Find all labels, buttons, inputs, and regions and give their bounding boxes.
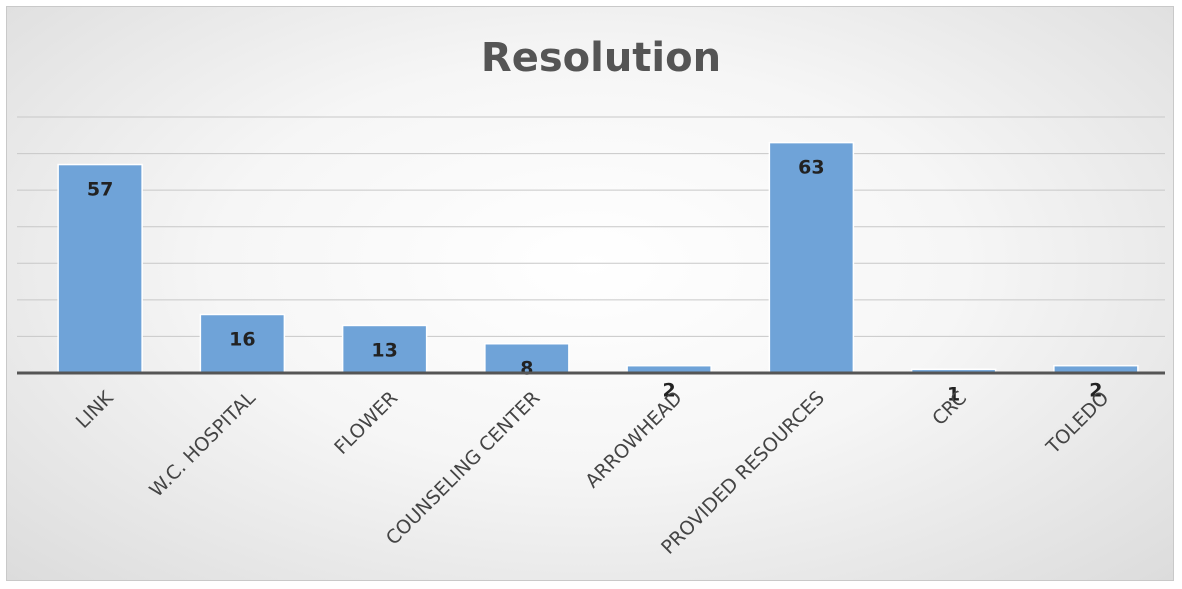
bar-chart: Resolution 57 16 13 8 2 63 1 2 LINK W.C. HOSPITA… <box>17 35 1165 559</box>
category-label: FLOWER <box>330 387 402 459</box>
chart-title: Resolution <box>481 35 721 81</box>
data-label: 2 <box>1089 380 1102 402</box>
data-label: 1 <box>947 383 960 405</box>
category-label: W.C. HOSPITAL <box>145 387 260 502</box>
data-labels: 57 16 13 8 2 63 1 2 <box>87 157 1103 406</box>
category-label: ARROWHEAD <box>581 387 686 492</box>
data-label: 16 <box>229 328 255 350</box>
gridlines <box>17 116 1165 337</box>
bar <box>341 324 428 374</box>
data-label: 2 <box>663 380 676 402</box>
category-label: TOLEDO <box>1041 387 1113 459</box>
category-label: LINK <box>72 387 118 433</box>
bar-series <box>57 141 1139 374</box>
data-label: 57 <box>87 179 113 201</box>
category-label: PROVIDED RESOURCES <box>657 387 829 559</box>
category-label: COUNSELING CENTER <box>382 387 545 550</box>
bar <box>199 313 286 374</box>
data-label: 63 <box>798 157 824 179</box>
chart-area: Resolution 57 16 13 8 2 63 1 2 LINK W.C. HOSPITA… <box>6 6 1174 581</box>
data-label: 8 <box>520 358 533 380</box>
data-label: 13 <box>371 339 397 361</box>
category-label: CRC <box>928 387 971 430</box>
